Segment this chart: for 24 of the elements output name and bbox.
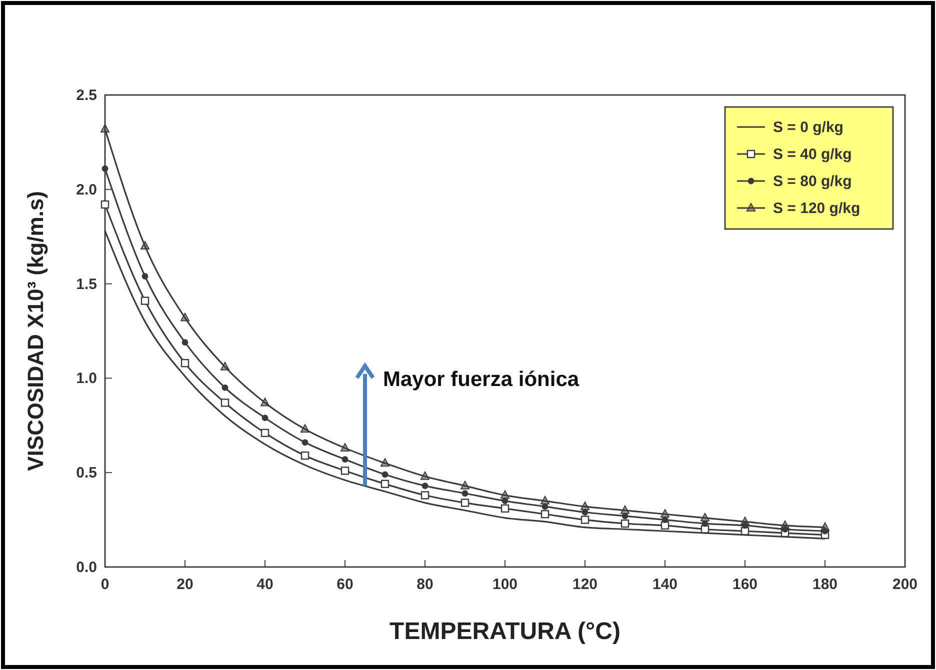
y-tick-label: 0.0 — [76, 559, 97, 576]
y-axis-title: VISCOSIDAD X10³ (kg/m.s) — [23, 191, 48, 471]
y-tick-label: 2.0 — [76, 181, 97, 198]
annotation: Mayor fuerza iónica — [383, 368, 580, 391]
x-tick-label: 180 — [812, 576, 838, 593]
legend-label: S = 40 g/kg — [773, 146, 852, 163]
y-tick-label: 2.5 — [76, 87, 97, 104]
x-tick-label: 60 — [336, 576, 354, 593]
x-tick-label: 100 — [492, 576, 518, 593]
x-axis-title: TEMPERATURA (°C) — [390, 618, 620, 645]
x-tick-label: 140 — [652, 576, 678, 593]
y-tick-label: 1.5 — [76, 276, 97, 293]
y-tick-label: 0.5 — [76, 464, 97, 482]
x-tick-label: 40 — [256, 576, 274, 593]
legend-label: S = 0 g/kg — [773, 119, 844, 136]
x-tick-label: 200 — [892, 576, 918, 593]
legend-label: S = 80 g/kg — [773, 173, 852, 190]
legend-label: S = 120 g/kg — [773, 200, 860, 217]
y-tick-label: 1.0 — [76, 370, 97, 388]
x-tick-label: 120 — [572, 576, 598, 593]
x-tick-label: 160 — [732, 576, 758, 593]
x-tick-label: 20 — [176, 576, 194, 593]
x-tick-label: 80 — [416, 576, 434, 593]
x-tick-label: 0 — [100, 576, 110, 593]
